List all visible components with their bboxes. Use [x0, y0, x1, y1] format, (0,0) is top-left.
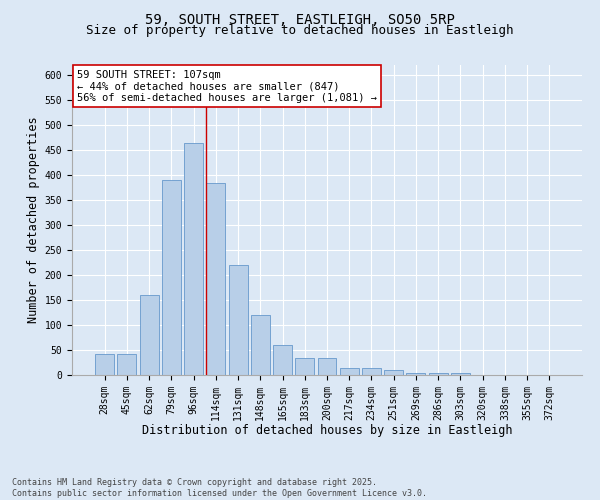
Bar [95, 354, 114, 375]
Bar [184, 142, 203, 375]
Bar [362, 368, 381, 375]
Text: Contains HM Land Registry data © Crown copyright and database right 2025.
Contai: Contains HM Land Registry data © Crown c… [12, 478, 427, 498]
Bar [162, 180, 181, 375]
Bar [384, 370, 403, 375]
Text: 59, SOUTH STREET, EASTLEIGH, SO50 5RP: 59, SOUTH STREET, EASTLEIGH, SO50 5RP [145, 12, 455, 26]
X-axis label: Distribution of detached houses by size in Eastleigh: Distribution of detached houses by size … [142, 424, 512, 437]
Bar [340, 368, 359, 375]
Bar [206, 182, 225, 375]
Bar [406, 372, 425, 375]
Bar [429, 372, 448, 375]
Y-axis label: Number of detached properties: Number of detached properties [28, 116, 40, 324]
Bar [273, 345, 292, 375]
Bar [140, 295, 158, 375]
Bar [118, 354, 136, 375]
Text: 59 SOUTH STREET: 107sqm
← 44% of detached houses are smaller (847)
56% of semi-d: 59 SOUTH STREET: 107sqm ← 44% of detache… [77, 70, 377, 103]
Text: Size of property relative to detached houses in Eastleigh: Size of property relative to detached ho… [86, 24, 514, 37]
Bar [317, 358, 337, 375]
Bar [251, 315, 270, 375]
Bar [451, 372, 470, 375]
Bar [229, 265, 248, 375]
Bar [295, 358, 314, 375]
